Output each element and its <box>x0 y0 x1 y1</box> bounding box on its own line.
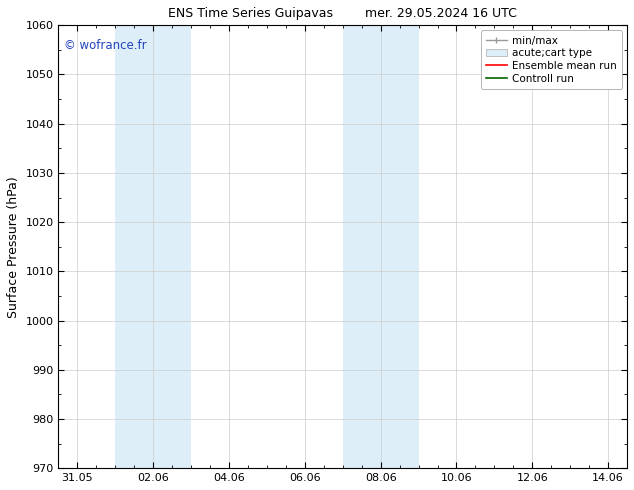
Bar <box>115 25 191 468</box>
Bar <box>343 25 418 468</box>
Text: © wofrance.fr: © wofrance.fr <box>64 39 147 51</box>
Y-axis label: Surface Pressure (hPa): Surface Pressure (hPa) <box>7 176 20 318</box>
Legend: min/max, acute;cart type, Ensemble mean run, Controll run: min/max, acute;cart type, Ensemble mean … <box>481 30 622 89</box>
Title: ENS Time Series Guipavas        mer. 29.05.2024 16 UTC: ENS Time Series Guipavas mer. 29.05.2024… <box>169 7 517 20</box>
